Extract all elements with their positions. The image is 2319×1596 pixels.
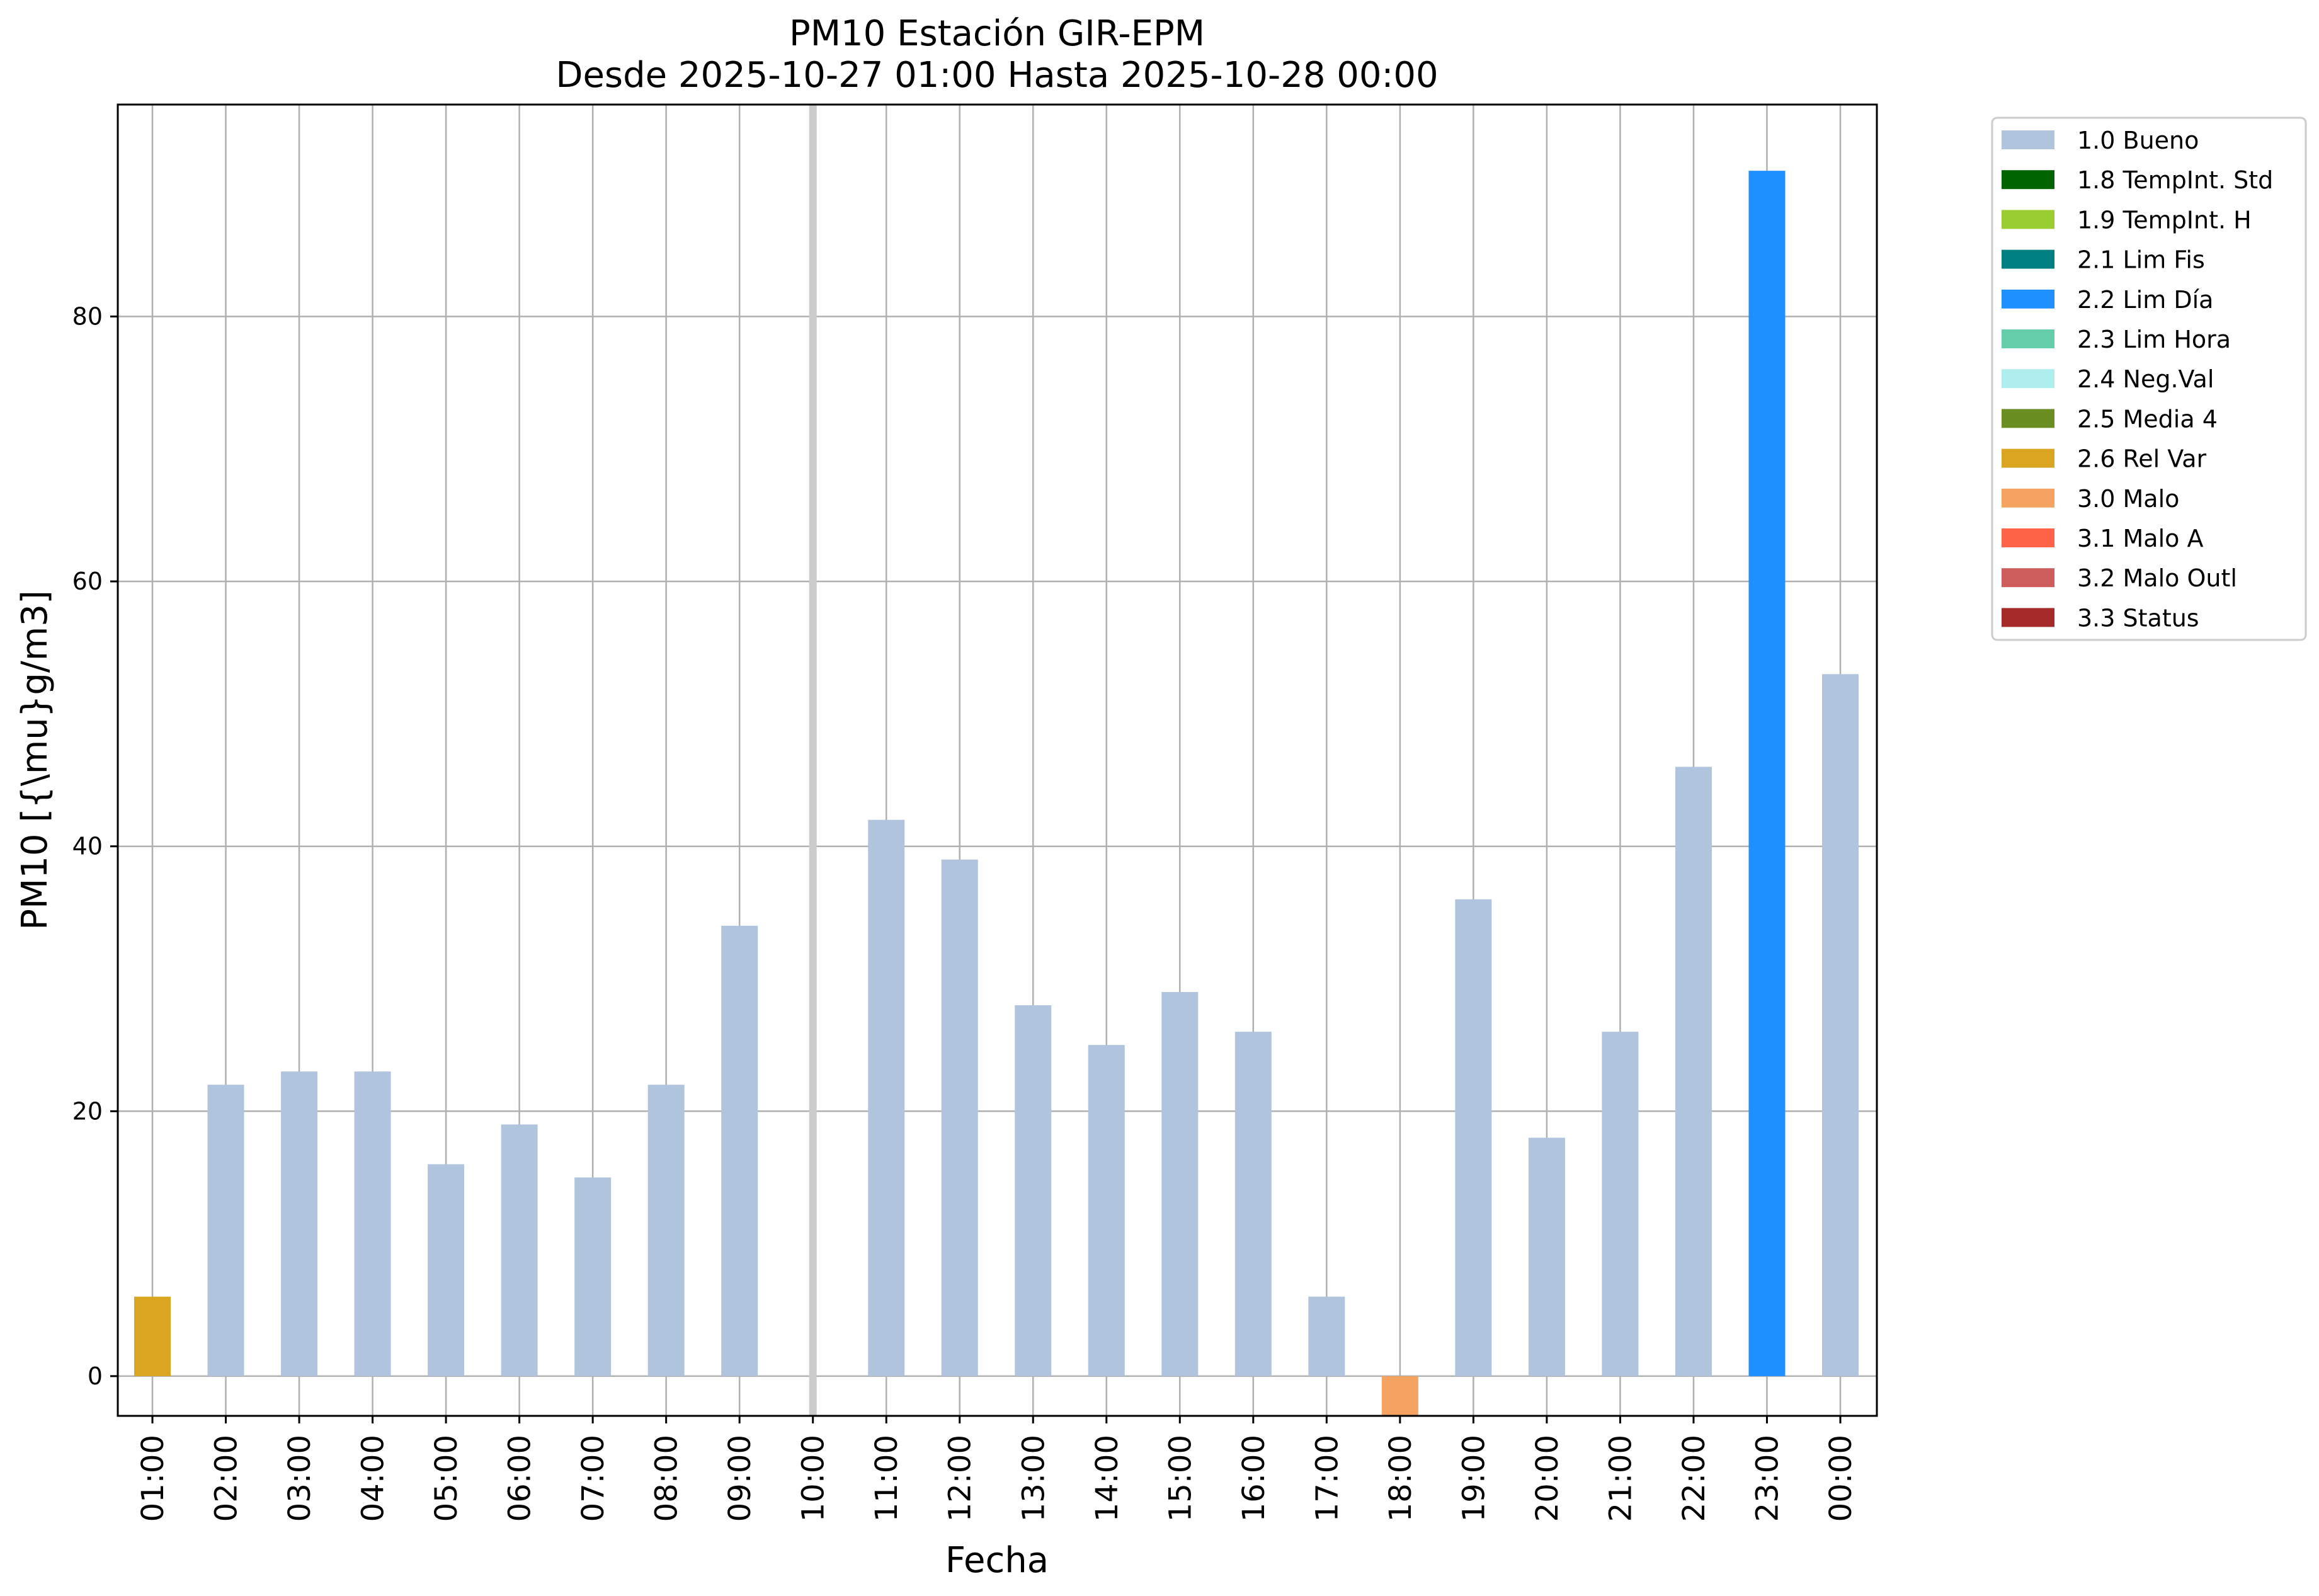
missing-data-marker-layer [809, 105, 817, 1416]
legend-label: 1.0 Bueno [2077, 127, 2199, 154]
legend-label: 2.3 Lim Hora [2077, 326, 2231, 353]
legend-swatch [2002, 608, 2054, 627]
legend-swatch [2002, 409, 2054, 428]
x-tick-label: 00:00 [1823, 1435, 1859, 1522]
x-tick-label: 02:00 [209, 1435, 244, 1522]
x-tick-label: 23:00 [1750, 1435, 1785, 1522]
bar [134, 1296, 171, 1376]
bar [1528, 1137, 1565, 1376]
x-axis-label: Fecha [945, 1540, 1049, 1581]
plot-area-frame [117, 103, 1878, 1417]
legend-swatch [2002, 210, 2054, 229]
legend-swatch [2002, 488, 2054, 508]
x-tick-label: 12:00 [943, 1435, 978, 1522]
x-tick-label: 19:00 [1456, 1435, 1491, 1522]
legend-label: 2.1 Lim Fis [2077, 246, 2205, 274]
y-axis-ticks: 0 20 40 60 80 [72, 302, 118, 1390]
x-tick-label: 22:00 [1677, 1435, 1712, 1522]
legend-swatch [2002, 289, 2054, 309]
legend-label: 2.5 Media 4 [2077, 405, 2218, 433]
bar [1748, 171, 1786, 1376]
chart-subtitle: Desde 2025-10-27 01:00 Hasta 2025-10-28 … [556, 55, 1438, 96]
x-tick-label: 07:00 [576, 1435, 611, 1522]
bar [1675, 767, 1712, 1376]
x-tick-label: 15:00 [1163, 1435, 1198, 1522]
legend-label: 3.2 Malo Outl [2077, 564, 2237, 592]
x-axis-ticks: 01:00 02:00 03:00 04:00 05:00 06:00 07:00 08:00… [135, 1416, 1859, 1522]
x-tick-label: 06:00 [503, 1435, 538, 1522]
legend-swatch [2002, 448, 2054, 468]
bar [501, 1124, 538, 1376]
bar [1602, 1032, 1639, 1376]
legend-swatch [2002, 369, 2054, 389]
x-tick-label: 05:00 [429, 1435, 464, 1522]
bar [1822, 674, 1859, 1376]
y-tick-label: 0 [88, 1362, 103, 1390]
legend-label: 1.8 TempInt. Std [2077, 166, 2273, 194]
bar [281, 1071, 318, 1376]
legend-swatch [2002, 528, 2054, 547]
legend-swatch [2002, 249, 2054, 269]
legend-swatch [2002, 329, 2054, 348]
bar [647, 1085, 685, 1376]
x-tick-label: 17:00 [1309, 1435, 1345, 1522]
x-tick-label: 21:00 [1603, 1435, 1638, 1522]
x-tick-label: 09:00 [722, 1435, 758, 1522]
x-tick-label: 18:00 [1383, 1435, 1418, 1522]
bar [1015, 1005, 1052, 1376]
bar [721, 925, 758, 1376]
legend-swatch [2002, 568, 2054, 588]
y-tick-label: 20 [72, 1097, 103, 1125]
bar [1455, 899, 1492, 1376]
y-tick-label: 40 [72, 833, 103, 860]
missing-data-marker [809, 105, 817, 1416]
bar [868, 819, 905, 1376]
x-tick-label: 14:00 [1090, 1435, 1125, 1522]
bar [1381, 1376, 1418, 1416]
legend-label: 3.3 Status [2077, 604, 2199, 632]
x-tick-label: 16:00 [1236, 1435, 1272, 1522]
x-tick-label: 08:00 [649, 1435, 685, 1522]
legend-box [1991, 117, 2307, 641]
legend-label: 3.0 Malo [2077, 485, 2179, 513]
x-tick-label: 20:00 [1530, 1435, 1565, 1522]
x-tick-label: 03:00 [282, 1435, 317, 1522]
bars [134, 171, 1859, 1416]
legend-label: 1.9 TempInt. H [2077, 206, 2252, 234]
legend: 1.0 Bueno 1.8 TempInt. Std 1.9 TempInt. H 2… [1991, 117, 2307, 641]
x-tick-label: 04:00 [356, 1435, 391, 1522]
bar [354, 1071, 391, 1376]
chart-title: PM10 Estación GIR-EPM [789, 13, 1205, 54]
bar [1161, 992, 1199, 1376]
legend-swatch [2002, 130, 2054, 149]
legend-label: 2.4 Neg.Val [2077, 365, 2214, 393]
bar [1308, 1296, 1345, 1376]
bar [941, 859, 978, 1376]
legend-swatch [2002, 170, 2054, 190]
bar [207, 1085, 244, 1376]
y-tick-label: 80 [72, 302, 103, 330]
bar [428, 1164, 465, 1376]
y-tick-label: 60 [72, 567, 103, 595]
legend-label: 2.6 Rel Var [2077, 445, 2207, 473]
x-tick-label: 11:00 [869, 1435, 904, 1522]
bar [574, 1177, 612, 1376]
x-tick-label: 01:00 [135, 1435, 171, 1522]
x-tick-label: 13:00 [1016, 1435, 1051, 1522]
bar [1088, 1045, 1125, 1376]
y-axis-label: PM10 [{\mu}g/m3] [14, 590, 55, 930]
legend-items: 1.0 Bueno 1.8 TempInt. Std 1.9 TempInt. H 2… [2002, 127, 2273, 632]
x-tick-label: 10:00 [796, 1435, 831, 1522]
bar [1234, 1032, 1272, 1376]
legend-label: 3.1 Malo A [2077, 525, 2203, 552]
legend-label: 2.2 Lim Día [2077, 286, 2213, 314]
